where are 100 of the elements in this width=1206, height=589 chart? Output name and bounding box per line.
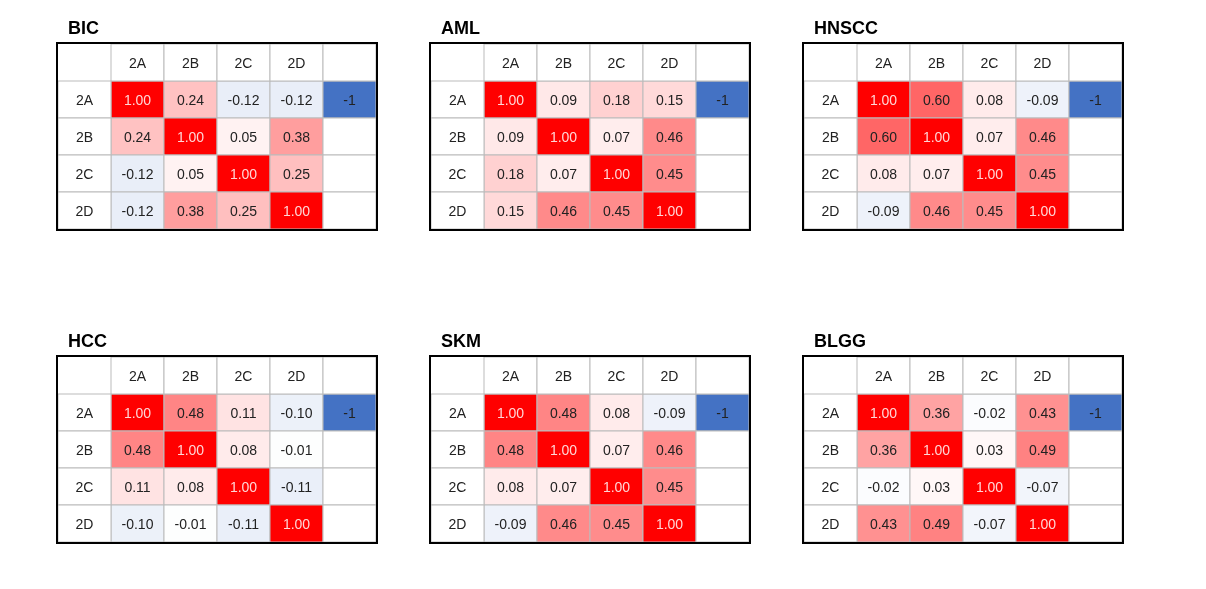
data-label: 0.24 xyxy=(123,128,152,145)
x-tick-label: 2C xyxy=(607,54,626,71)
y-tick-label: 2A xyxy=(75,91,94,108)
data-label: 0.03 xyxy=(922,478,951,495)
x-tick-label: 2C xyxy=(234,54,253,71)
data-label: 0.18 xyxy=(496,165,525,182)
data-label: 0.45 xyxy=(602,515,631,532)
data-label: 0.38 xyxy=(282,128,311,145)
data-label: 1.00 xyxy=(1028,202,1057,219)
chart-title: AML xyxy=(440,18,481,40)
data-label: 1.00 xyxy=(229,165,258,182)
data-label: -0.07 xyxy=(973,515,1006,532)
data-label: 0.25 xyxy=(229,202,258,219)
data-label: 0.45 xyxy=(975,202,1004,219)
data-label: -1 xyxy=(343,404,356,421)
x-tick-label: 2A xyxy=(874,367,893,384)
data-label: 1.00 xyxy=(602,165,631,182)
x-tick-label: 2B xyxy=(554,54,573,71)
data-label: 1.00 xyxy=(282,515,311,532)
y-tick-label: 2D xyxy=(821,515,840,532)
x-tick-label: 2B xyxy=(181,54,200,71)
chart-title: SKM xyxy=(440,331,482,353)
data-label: 0.49 xyxy=(1028,441,1057,458)
data-label: -1 xyxy=(1089,404,1102,421)
data-label: 0.08 xyxy=(496,478,525,495)
data-label: 0.09 xyxy=(496,128,525,145)
y-tick-label: 2A xyxy=(448,91,467,108)
y-tick-label: 2A xyxy=(821,404,840,421)
x-tick-label: 2D xyxy=(1033,54,1052,71)
data-label: -0.12 xyxy=(121,202,154,219)
x-tick-label: 2B xyxy=(554,367,573,384)
data-label: -0.02 xyxy=(867,478,900,495)
x-tick-label: 2D xyxy=(287,367,306,384)
data-label: 0.46 xyxy=(655,128,684,145)
data-label: 0.48 xyxy=(549,404,578,421)
y-tick-label: 2D xyxy=(448,202,467,219)
x-tick-label: 2D xyxy=(287,54,306,71)
y-tick-label: 2A xyxy=(75,404,94,421)
data-label: -1 xyxy=(1089,91,1102,108)
data-label: 1.00 xyxy=(549,441,578,458)
data-label: 1.00 xyxy=(123,404,152,421)
y-tick-label: 2D xyxy=(448,515,467,532)
y-tick-label: 2B xyxy=(448,128,467,145)
data-label: 1.00 xyxy=(922,128,951,145)
data-label: 0.48 xyxy=(496,441,525,458)
data-label: 1.00 xyxy=(176,128,205,145)
data-label: 1.00 xyxy=(975,165,1004,182)
data-label: 1.00 xyxy=(549,128,578,145)
data-label: 1.00 xyxy=(282,202,311,219)
data-label: 0.45 xyxy=(655,165,684,182)
data-label: 0.18 xyxy=(602,91,631,108)
chart-title: HCC xyxy=(67,331,108,353)
data-label: 0.38 xyxy=(176,202,205,219)
y-tick-label: 2C xyxy=(448,165,467,182)
data-label: 1.00 xyxy=(176,441,205,458)
data-label: 1.00 xyxy=(496,404,525,421)
data-label: 1.00 xyxy=(869,404,898,421)
data-label: -1 xyxy=(343,91,356,108)
data-label: -0.12 xyxy=(227,91,260,108)
x-tick-label: 2A xyxy=(501,54,520,71)
y-tick-label: 2B xyxy=(75,441,94,458)
y-tick-label: 2A xyxy=(448,404,467,421)
data-label: 1.00 xyxy=(229,478,258,495)
data-label: 0.07 xyxy=(549,478,578,495)
data-label: 0.08 xyxy=(229,441,258,458)
data-label: 0.08 xyxy=(602,404,631,421)
data-label: -0.01 xyxy=(280,441,313,458)
data-label: 1.00 xyxy=(655,515,684,532)
data-label: 0.49 xyxy=(922,515,951,532)
y-tick-label: 2D xyxy=(75,515,94,532)
data-label: -0.12 xyxy=(280,91,313,108)
data-label: 1.00 xyxy=(602,478,631,495)
data-label: 0.46 xyxy=(922,202,951,219)
x-tick-label: 2B xyxy=(927,54,946,71)
data-label: 1.00 xyxy=(123,91,152,108)
y-tick-label: 2B xyxy=(821,128,840,145)
data-label: 0.25 xyxy=(282,165,311,182)
y-tick-label: 2C xyxy=(75,165,94,182)
x-tick-label: 2D xyxy=(660,54,679,71)
x-tick-label: 2C xyxy=(980,367,999,384)
x-tick-label: 2D xyxy=(1033,367,1052,384)
data-label: 0.05 xyxy=(176,165,205,182)
y-tick-label: 2D xyxy=(821,202,840,219)
y-tick-label: 2C xyxy=(75,478,94,495)
data-label: 0.07 xyxy=(922,165,951,182)
data-label: -0.12 xyxy=(121,165,154,182)
data-label: -0.09 xyxy=(1026,91,1059,108)
x-tick-label: 2B xyxy=(927,367,946,384)
y-tick-label: 2B xyxy=(75,128,94,145)
data-label: 0.11 xyxy=(124,478,151,495)
data-label: 0.07 xyxy=(602,441,631,458)
x-tick-label: 2A xyxy=(128,367,147,384)
data-label: -0.07 xyxy=(1026,478,1059,495)
data-label: 0.36 xyxy=(922,404,951,421)
data-label: 1.00 xyxy=(922,441,951,458)
data-label: 1.00 xyxy=(869,91,898,108)
data-label: 1.00 xyxy=(496,91,525,108)
x-tick-label: 2A xyxy=(501,367,520,384)
data-label: 0.07 xyxy=(975,128,1004,145)
y-tick-label: 2D xyxy=(75,202,94,219)
